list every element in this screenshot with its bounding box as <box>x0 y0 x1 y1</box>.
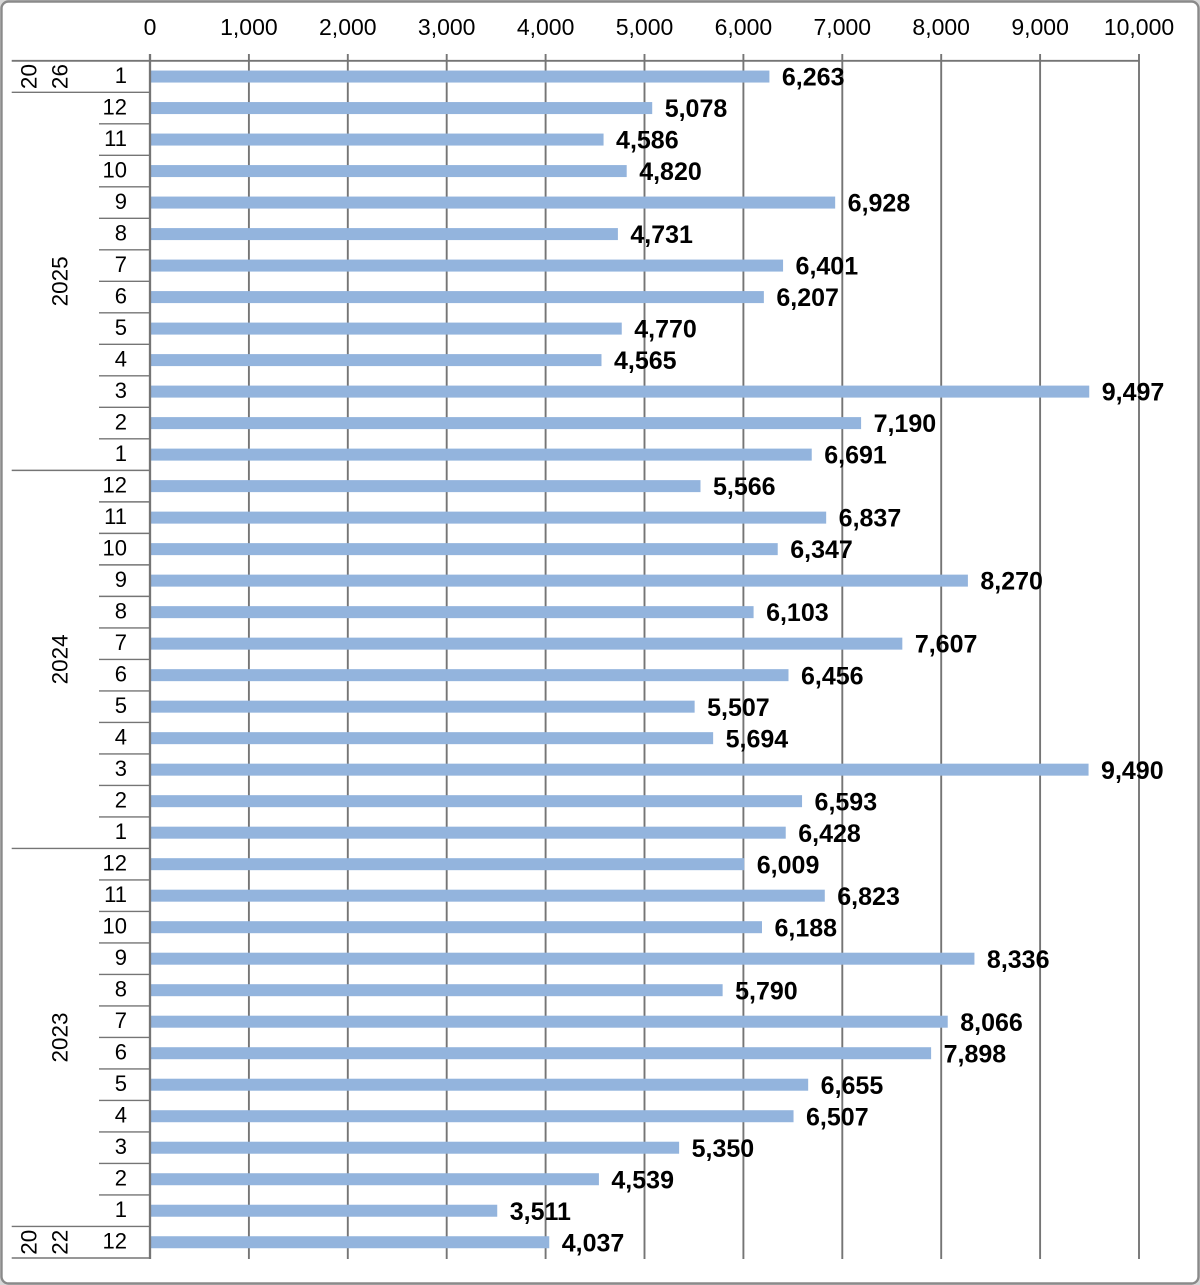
svg-text:8: 8 <box>115 598 127 623</box>
svg-text:4,731: 4,731 <box>630 221 693 249</box>
svg-text:6,507: 6,507 <box>806 1103 869 1131</box>
svg-text:5,507: 5,507 <box>707 694 770 722</box>
svg-text:4,037: 4,037 <box>562 1229 625 1257</box>
svg-text:4,539: 4,539 <box>611 1166 674 1194</box>
svg-text:9: 9 <box>115 945 127 970</box>
svg-text:8,336: 8,336 <box>987 946 1050 974</box>
svg-text:5,694: 5,694 <box>726 725 789 753</box>
svg-text:6,263: 6,263 <box>782 64 845 92</box>
svg-text:20: 20 <box>16 64 41 89</box>
svg-text:2,000: 2,000 <box>319 14 377 40</box>
svg-text:6,837: 6,837 <box>839 505 902 533</box>
svg-text:1: 1 <box>115 819 127 844</box>
svg-text:4,000: 4,000 <box>517 14 575 40</box>
svg-text:4,586: 4,586 <box>616 127 679 155</box>
svg-text:26: 26 <box>47 64 72 89</box>
svg-text:8,270: 8,270 <box>980 568 1043 596</box>
svg-text:2: 2 <box>115 409 127 434</box>
svg-text:10: 10 <box>103 157 127 182</box>
svg-text:1,000: 1,000 <box>220 14 278 40</box>
svg-text:6,207: 6,207 <box>776 284 839 312</box>
svg-text:10,000: 10,000 <box>1104 14 1174 40</box>
svg-text:8,000: 8,000 <box>912 14 970 40</box>
svg-text:12: 12 <box>103 472 127 497</box>
svg-text:12: 12 <box>103 850 127 875</box>
svg-text:3,511: 3,511 <box>510 1198 571 1226</box>
svg-text:7: 7 <box>115 252 127 277</box>
svg-text:7,898: 7,898 <box>944 1040 1007 1068</box>
svg-text:12: 12 <box>103 94 127 119</box>
svg-text:11: 11 <box>104 126 127 151</box>
svg-text:2023: 2023 <box>47 1012 72 1062</box>
svg-text:6,401: 6,401 <box>796 253 859 281</box>
svg-text:5,350: 5,350 <box>692 1135 755 1163</box>
svg-text:4,565: 4,565 <box>614 347 677 375</box>
svg-text:8: 8 <box>115 976 127 1001</box>
svg-text:0: 0 <box>144 14 157 40</box>
svg-text:1: 1 <box>115 441 127 466</box>
svg-text:5: 5 <box>115 315 127 340</box>
svg-text:22: 22 <box>47 1230 72 1255</box>
svg-text:6,691: 6,691 <box>824 442 887 470</box>
svg-text:5,078: 5,078 <box>665 95 728 123</box>
svg-text:4: 4 <box>115 1102 127 1127</box>
svg-text:5: 5 <box>115 1071 127 1096</box>
svg-text:2025: 2025 <box>47 256 72 306</box>
svg-text:6,188: 6,188 <box>774 914 837 942</box>
svg-text:6,103: 6,103 <box>766 599 829 627</box>
svg-text:6,456: 6,456 <box>801 662 864 690</box>
svg-text:7: 7 <box>115 1008 127 1033</box>
svg-text:2: 2 <box>115 1165 127 1190</box>
svg-text:3: 3 <box>115 756 127 781</box>
svg-text:6,593: 6,593 <box>815 788 878 816</box>
svg-text:7,000: 7,000 <box>814 14 872 40</box>
svg-text:6,928: 6,928 <box>848 190 911 218</box>
svg-text:5,000: 5,000 <box>616 14 674 40</box>
svg-text:8,066: 8,066 <box>960 1009 1023 1037</box>
svg-text:7,190: 7,190 <box>874 410 937 438</box>
svg-text:4: 4 <box>115 724 127 749</box>
svg-text:3: 3 <box>115 1134 127 1159</box>
svg-text:6,428: 6,428 <box>798 820 861 848</box>
svg-text:9: 9 <box>115 567 127 592</box>
svg-text:20: 20 <box>16 1230 41 1255</box>
svg-text:2: 2 <box>115 787 127 812</box>
svg-text:6: 6 <box>115 283 127 308</box>
svg-text:3: 3 <box>115 378 127 403</box>
svg-text:9,490: 9,490 <box>1101 757 1164 785</box>
svg-text:10: 10 <box>103 535 127 560</box>
svg-text:2024: 2024 <box>47 634 72 684</box>
svg-text:7,607: 7,607 <box>915 631 978 659</box>
svg-text:4,820: 4,820 <box>639 158 702 186</box>
svg-text:5: 5 <box>115 693 127 718</box>
svg-text:6: 6 <box>115 661 127 686</box>
svg-text:7: 7 <box>115 630 127 655</box>
svg-text:6,347: 6,347 <box>790 536 853 564</box>
svg-text:6,009: 6,009 <box>757 851 820 879</box>
svg-text:6,000: 6,000 <box>715 14 773 40</box>
svg-text:12: 12 <box>103 1228 127 1253</box>
svg-text:3,000: 3,000 <box>418 14 476 40</box>
svg-text:6,655: 6,655 <box>821 1072 884 1100</box>
svg-text:6,823: 6,823 <box>837 883 900 911</box>
svg-text:5,790: 5,790 <box>735 977 798 1005</box>
svg-text:4: 4 <box>115 346 127 371</box>
svg-text:10: 10 <box>103 913 127 938</box>
svg-text:1: 1 <box>115 63 127 88</box>
svg-text:9,497: 9,497 <box>1102 379 1165 407</box>
svg-text:11: 11 <box>104 882 127 907</box>
svg-text:4,770: 4,770 <box>634 316 697 344</box>
svg-text:11: 11 <box>104 504 127 529</box>
svg-text:1: 1 <box>115 1197 127 1222</box>
svg-text:8: 8 <box>115 220 127 245</box>
svg-text:9,000: 9,000 <box>1011 14 1069 40</box>
svg-text:5,566: 5,566 <box>713 473 776 501</box>
svg-text:9: 9 <box>115 189 127 214</box>
svg-text:6: 6 <box>115 1039 127 1064</box>
